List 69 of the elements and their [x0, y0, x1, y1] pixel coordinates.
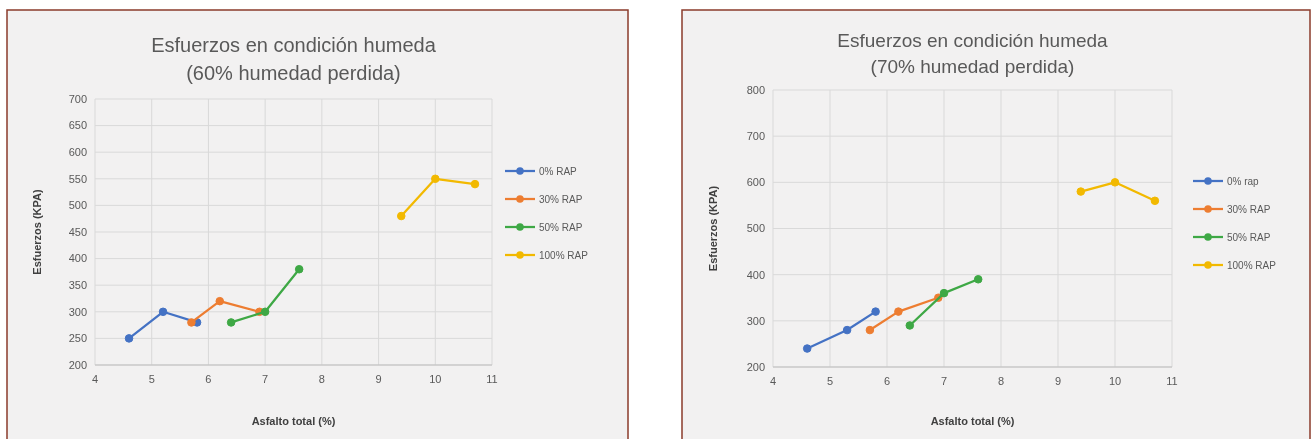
point	[894, 307, 903, 316]
x-tick-label: 8	[318, 373, 325, 385]
x-tick-label: 9	[375, 373, 382, 385]
x-tick-label: 9	[1054, 375, 1062, 387]
point	[1110, 178, 1120, 187]
point	[215, 296, 225, 306]
point	[396, 211, 406, 221]
point	[842, 325, 852, 335]
y-tick-label: 550	[68, 172, 87, 185]
y-axis-title: Esfuerzos (KPA)	[30, 188, 43, 275]
y-tick-label: 400	[68, 252, 87, 265]
y-tick-label: 600	[746, 176, 765, 189]
x-tick-label: 8	[997, 375, 1005, 387]
point	[973, 275, 983, 284]
point	[1150, 196, 1160, 206]
point	[158, 307, 168, 317]
point	[124, 334, 134, 343]
x-tick-label: 5	[826, 375, 834, 387]
y-tick-label: 500	[68, 199, 87, 212]
chart-title: Esfuerzos en condición humeda (70% humedad perdida)	[837, 29, 1109, 78]
y-axis-title: Esfuerzos (KPA)	[706, 185, 719, 272]
legend-label: 100% RAP	[1227, 259, 1277, 271]
chart-title: Esfuerzos en condición humeda (60% humedad perdida)	[151, 34, 437, 84]
y-tick-label: 450	[68, 225, 87, 238]
point	[939, 288, 949, 298]
point	[187, 318, 196, 327]
x-tick-label: 7	[940, 375, 948, 387]
x-tick-label: 10	[429, 373, 442, 385]
y-tick-label: 500	[746, 222, 765, 235]
x-tick-label: 4	[769, 375, 777, 387]
y-tick-label: 300	[746, 314, 765, 327]
y-tick-label: 250	[68, 332, 87, 345]
x-tick-label: 6	[205, 373, 212, 385]
y-tick-label: 700	[68, 92, 87, 105]
legend-label: 100% RAP	[539, 249, 589, 261]
y-tick-label: 200	[68, 358, 87, 371]
legend-label: 50% RAP	[1227, 231, 1271, 243]
legend-label: 0% rap	[1227, 175, 1260, 187]
x-tick-label: 4	[91, 373, 99, 385]
x-tick-label: 11	[486, 373, 498, 385]
x-tick-label: 10	[1108, 375, 1122, 387]
point	[431, 174, 440, 184]
point	[470, 179, 480, 189]
legend-label: 0% RAP	[539, 165, 578, 177]
point	[905, 321, 915, 330]
point	[1076, 187, 1086, 196]
y-tick-label: 200	[746, 360, 765, 373]
point	[226, 318, 236, 327]
point	[871, 307, 880, 316]
x-tick-label: 11	[1166, 375, 1178, 387]
point	[260, 307, 270, 317]
x-tick-label: 6	[883, 375, 891, 387]
y-tick-label: 400	[746, 268, 765, 281]
y-tick-label: 650	[68, 119, 87, 132]
legend-label: 50% RAP	[539, 221, 583, 233]
x-tick-label: 5	[148, 373, 155, 385]
x-axis-title: Asfalto total (%)	[251, 414, 336, 427]
x-tick-label: 7	[262, 373, 269, 385]
y-tick-label: 300	[68, 305, 87, 318]
y-tick-label: 700	[746, 130, 765, 143]
point	[294, 264, 304, 274]
point	[865, 325, 875, 335]
legend-label: 30% RAP	[1227, 203, 1271, 215]
x-axis-title: Asfalto total (%)	[930, 414, 1015, 427]
y-tick-label: 800	[746, 83, 765, 96]
y-tick-label: 600	[68, 146, 87, 159]
point	[802, 344, 812, 353]
y-tick-label: 350	[68, 279, 87, 292]
legend-label: 30% RAP	[539, 193, 583, 205]
